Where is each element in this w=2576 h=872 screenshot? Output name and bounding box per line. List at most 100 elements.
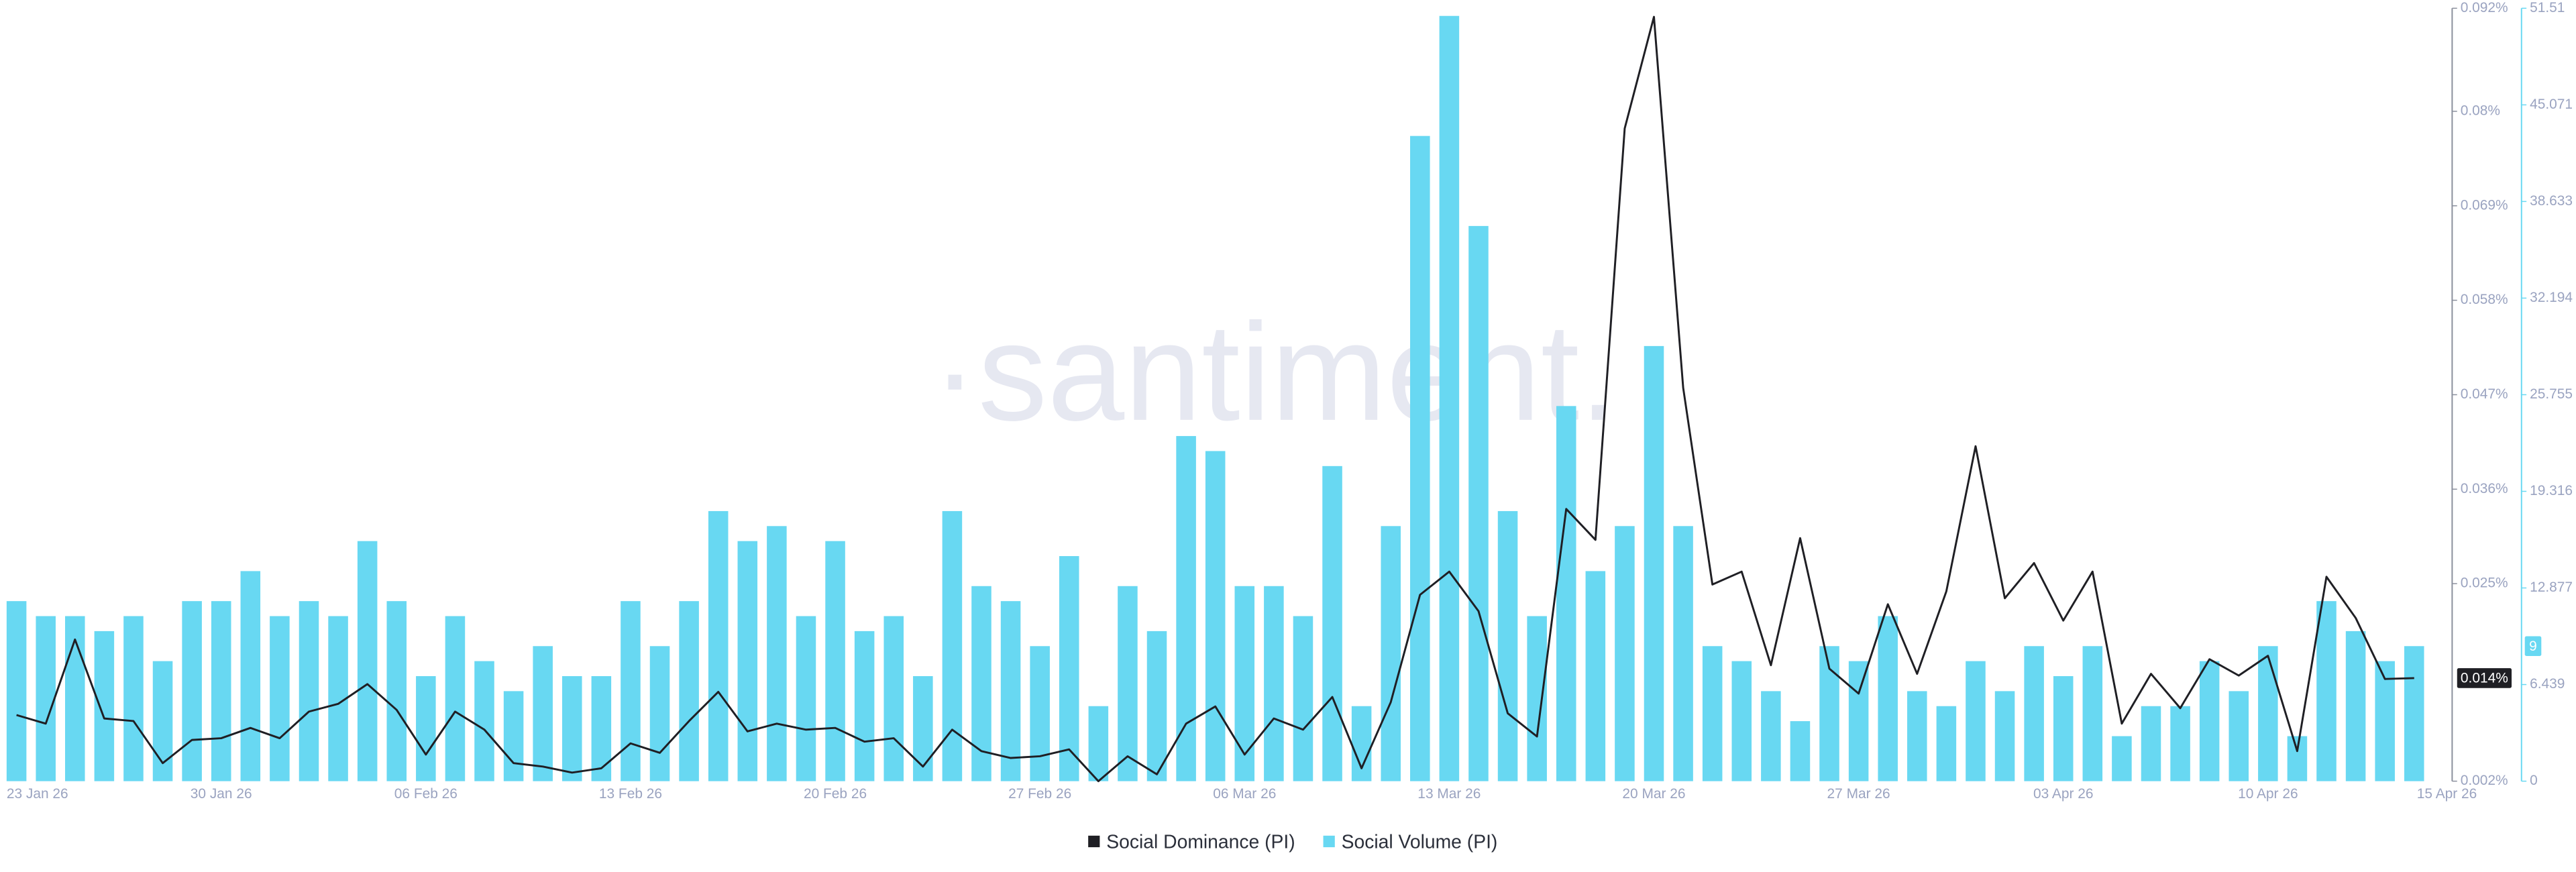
bar: [416, 675, 436, 781]
bar: [270, 616, 290, 781]
bar: [708, 510, 729, 781]
x-tick-label: 03 Apr 26: [2033, 786, 2094, 802]
bar: [1439, 15, 1460, 781]
bar: [1615, 526, 1635, 781]
y-tick-label: 0.036%: [2461, 481, 2508, 496]
bar: [2287, 736, 2308, 781]
bar: [36, 616, 56, 781]
x-tick-label: 20 Mar 26: [1622, 786, 1685, 802]
x-tick-label: 27 Mar 26: [1827, 786, 1890, 802]
x-tick-label: 30 Jan 26: [191, 786, 252, 802]
x-tick-label: 15 Apr 26: [2417, 786, 2477, 802]
value-label: 0.014%: [2461, 671, 2508, 686]
y2-tick-label: 19.316: [2530, 483, 2573, 498]
bar: [825, 541, 845, 781]
x-tick-label: 27 Feb 26: [1008, 786, 1071, 802]
bar: [796, 616, 816, 781]
bar: [2082, 646, 2103, 781]
x-tick-label: 10 Apr 26: [2238, 786, 2298, 802]
bar: [94, 631, 115, 781]
y2-value-label: 9: [2529, 639, 2537, 654]
bar: [1468, 225, 1489, 781]
bar: [2375, 661, 2395, 781]
bar: [2229, 691, 2249, 781]
bar: [1146, 631, 1167, 781]
y2-tick-label: 45.071: [2530, 97, 2573, 112]
legend-swatch: [1323, 835, 1335, 848]
bar: [2316, 601, 2337, 781]
bar: [211, 601, 231, 781]
bar: [562, 675, 582, 781]
y-tick-label: 0.092%: [2461, 0, 2508, 15]
bar: [1673, 526, 1693, 781]
bar: [767, 526, 787, 781]
bar: [737, 541, 758, 781]
legend-swatch: [1088, 835, 1100, 848]
y-tick-label: 0.047%: [2461, 386, 2508, 402]
bar: [2024, 646, 2044, 781]
y-tick-label: 0.08%: [2461, 103, 2500, 118]
bar: [357, 541, 378, 781]
bar: [1381, 526, 1401, 781]
bar: [445, 616, 466, 781]
bar: [1585, 571, 1606, 781]
bar: [1966, 661, 1986, 781]
bar: [152, 661, 173, 781]
bar: [2170, 706, 2190, 781]
bar: [883, 616, 904, 781]
y-tick-label: 0.058%: [2461, 292, 2508, 307]
bar: [649, 646, 670, 781]
bar: [2345, 631, 2366, 781]
y2-tick-label: 32.194: [2530, 290, 2573, 305]
bar: [913, 675, 933, 781]
bar: [299, 601, 319, 781]
x-tick-label: 13 Mar 26: [1417, 786, 1481, 802]
y2-tick-label: 6.439: [2530, 676, 2565, 692]
bar: [942, 510, 963, 781]
bar: [1497, 510, 1518, 781]
bar: [1176, 436, 1196, 781]
y-tick-label: 0.025%: [2461, 576, 2508, 591]
x-tick-label: 20 Feb 26: [804, 786, 867, 802]
bar: [1702, 646, 1723, 781]
y2-tick-label: 51.51: [2530, 0, 2565, 15]
bar: [1351, 706, 1372, 781]
bar: [1790, 721, 1811, 781]
bar: [65, 616, 85, 781]
bar: [1731, 661, 1752, 781]
value-label-box: [2457, 668, 2512, 688]
bar: [386, 601, 407, 781]
bar: [182, 601, 202, 781]
bar: [2141, 706, 2161, 781]
bar: [1030, 646, 1050, 781]
bar: [1118, 586, 1138, 781]
bar: [1644, 345, 1664, 781]
bar: [1000, 601, 1021, 781]
bar: [2258, 646, 2278, 781]
bar: [533, 646, 553, 781]
bar: [474, 661, 494, 781]
bar: [1527, 616, 1547, 781]
watermark: ·santiment.: [932, 294, 1618, 449]
bar: [2199, 661, 2220, 781]
y-tick-label: 0.069%: [2461, 197, 2508, 213]
bar: [1410, 135, 1430, 781]
x-tick-label: 06 Feb 26: [394, 786, 458, 802]
bar: [6, 601, 27, 781]
bar: [1994, 691, 2015, 781]
bar: [854, 631, 875, 781]
bar: [240, 571, 261, 781]
y2-tick-label: 0: [2530, 773, 2538, 788]
bar: [1761, 691, 1781, 781]
bar: [1088, 706, 1109, 781]
bar: [1556, 406, 1576, 781]
y2-tick-label: 25.755: [2530, 386, 2573, 402]
bar: [1878, 616, 1898, 781]
x-tick-label: 13 Feb 26: [599, 786, 662, 802]
bar: [503, 691, 524, 781]
bar: [1848, 661, 1869, 781]
bar: [2112, 736, 2132, 781]
bar: [621, 601, 641, 781]
